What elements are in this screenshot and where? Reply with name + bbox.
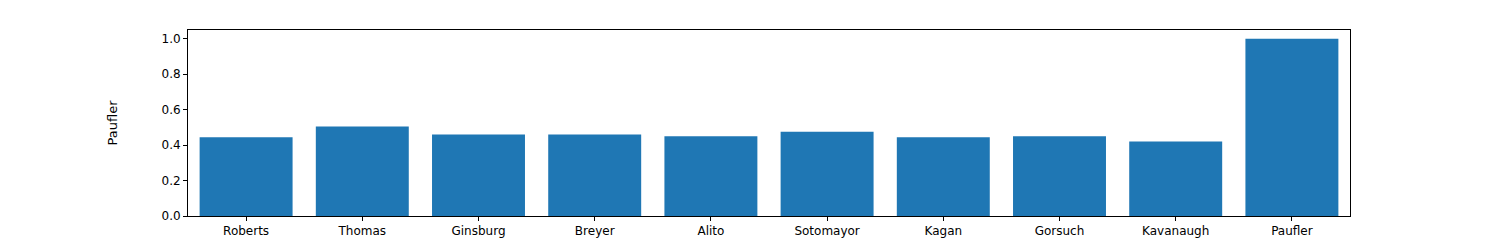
svg-text:Thomas: Thomas [338,224,387,238]
svg-text:Roberts: Roberts [223,224,269,238]
svg-text:Gorsuch: Gorsuch [1035,224,1085,238]
svg-text:0.8: 0.8 [162,67,181,81]
svg-text:Alito: Alito [697,224,724,238]
svg-text:Sotomayor: Sotomayor [794,224,859,238]
svg-text:0.0: 0.0 [162,209,181,223]
svg-text:Breyer: Breyer [575,224,615,238]
svg-text:Paufler: Paufler [105,100,120,146]
svg-text:Kagan: Kagan [925,224,963,238]
svg-text:0.4: 0.4 [162,138,181,152]
svg-text:Kavanaugh: Kavanaugh [1142,224,1209,238]
svg-text:Ginsburg: Ginsburg [451,224,505,238]
svg-text:0.2: 0.2 [162,174,181,188]
svg-text:Paufler: Paufler [1271,224,1313,238]
svg-text:1.0: 1.0 [162,32,181,46]
svg-text:0.6: 0.6 [162,103,181,117]
